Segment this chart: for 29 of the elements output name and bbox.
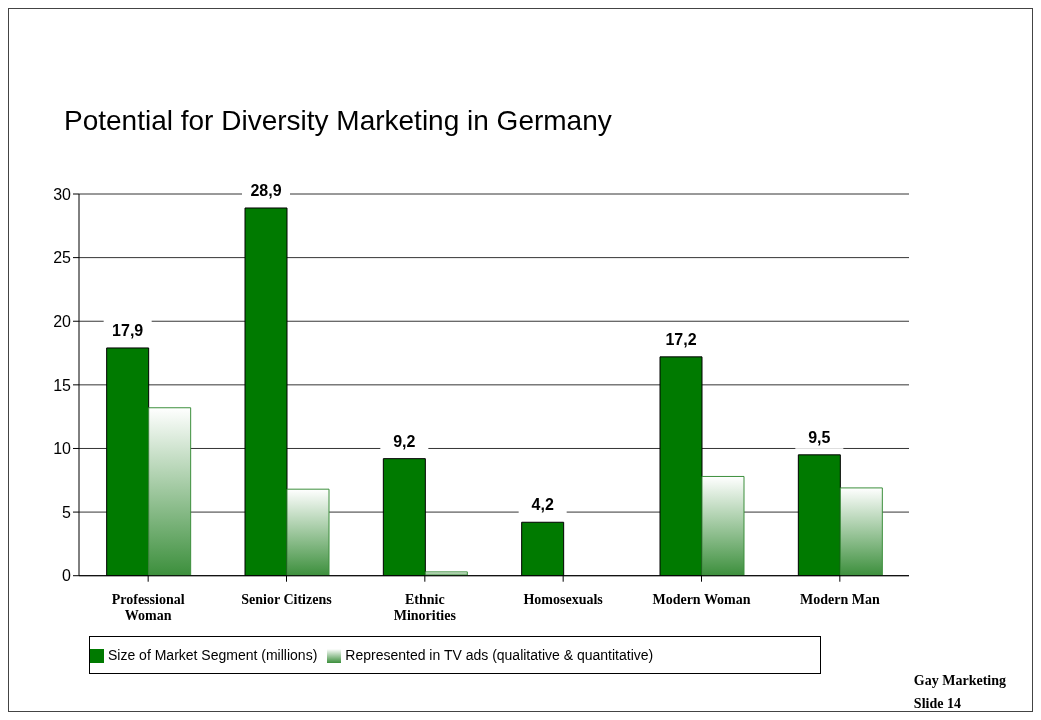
y-tick-label: 30 <box>53 185 72 203</box>
data-label: 4,2 <box>531 496 554 514</box>
data-label: 9,2 <box>393 432 416 450</box>
bar <box>839 487 883 576</box>
x-tick-label: Homosexuals <box>523 591 604 607</box>
y-tick-label: 0 <box>62 567 72 585</box>
bar <box>148 407 192 576</box>
bar <box>286 488 330 576</box>
x-tick-label: Professional Woman <box>111 591 185 623</box>
y-tick-label: 20 <box>53 312 72 330</box>
y-tick-label: 15 <box>53 376 72 394</box>
legend-label: Size of Market Segment (millions) <box>108 646 318 663</box>
y-tick-label: 25 <box>53 249 72 267</box>
x-tick-label: Ethnic Minorities <box>393 591 457 623</box>
legend-label: Represented in TV ads (qualitative & quantitative) <box>345 646 654 663</box>
text: Slide 14 <box>913 695 962 713</box>
data-label: 17,9 <box>112 321 144 339</box>
x-tick-label: Modern Man <box>799 591 880 607</box>
chart-title: Potential for Diversity Marketing in Germany <box>64 105 612 137</box>
text: Gay Marketing <box>913 672 1006 690</box>
bar <box>424 571 468 576</box>
data-label: 17,2 <box>665 330 697 348</box>
data-label: 9,5 <box>808 428 831 446</box>
x-tick-label: Senior Citizens <box>241 591 333 607</box>
bar <box>701 475 745 576</box>
x-tick-label: Modern Woman <box>652 591 751 607</box>
data-label: 28,9 <box>250 182 282 199</box>
y-tick-label: 5 <box>62 503 72 521</box>
y-tick-label: 10 <box>53 440 72 458</box>
